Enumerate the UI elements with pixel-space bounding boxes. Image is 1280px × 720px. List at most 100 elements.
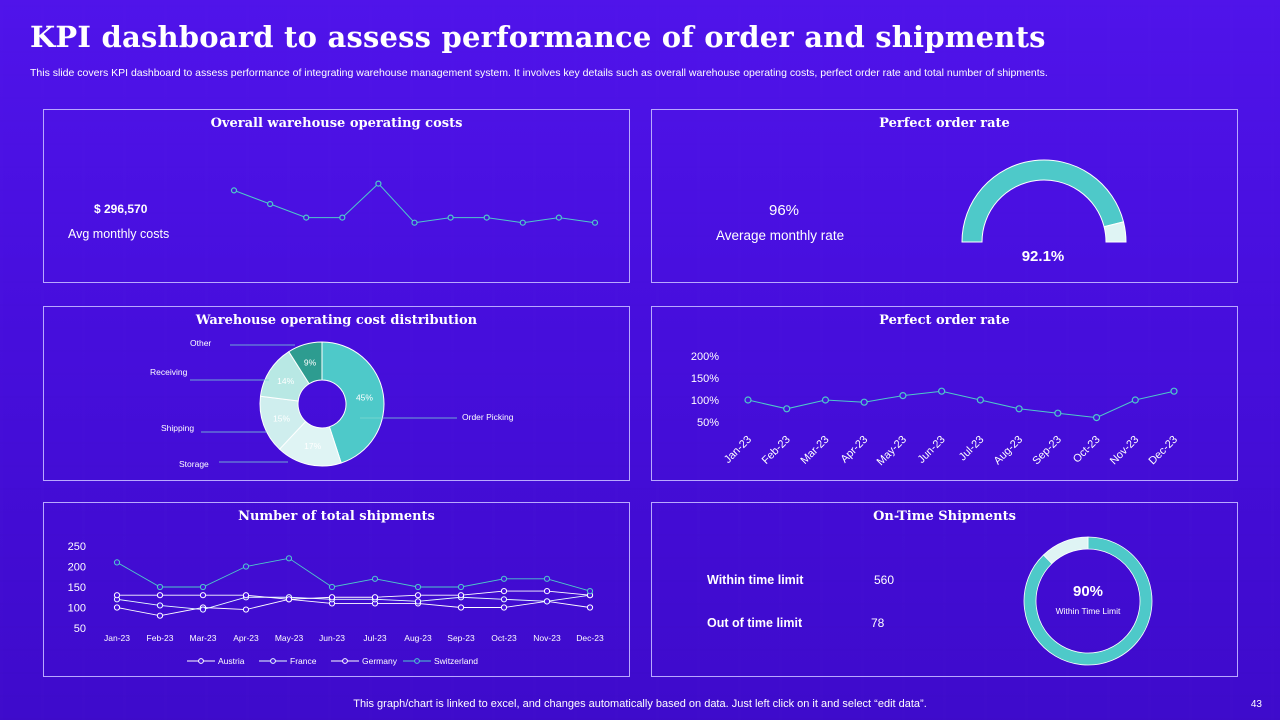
costs-point[interactable] bbox=[483, 214, 490, 221]
series-point-germany[interactable] bbox=[328, 594, 336, 601]
rate-point[interactable] bbox=[1015, 405, 1023, 413]
y-tick-label: 150 bbox=[68, 582, 86, 594]
series-point-austria[interactable] bbox=[457, 604, 465, 611]
distribution-donut-chart[interactable]: 45% Order Picking 17% Storage 15% Shipping 14%… bbox=[44, 307, 631, 482]
costs-panel[interactable]: Overall warehouse operating costs $ 296,… bbox=[43, 109, 630, 283]
series-point-germany[interactable] bbox=[113, 592, 121, 599]
series-point-austria[interactable] bbox=[242, 606, 250, 613]
rate-point[interactable] bbox=[976, 396, 984, 404]
rate-point[interactable] bbox=[1170, 387, 1178, 395]
series-point-france[interactable] bbox=[500, 596, 508, 603]
series-point-germany[interactable] bbox=[500, 588, 508, 595]
series-point-switzerland[interactable] bbox=[113, 559, 121, 566]
avg-cost-label: Avg monthly costs bbox=[68, 227, 170, 241]
series-point-austria[interactable] bbox=[500, 604, 508, 611]
series-point-germany[interactable] bbox=[414, 592, 422, 599]
series-point-switzerland[interactable] bbox=[414, 583, 422, 591]
rate-point[interactable] bbox=[938, 387, 946, 395]
series-point-germany[interactable] bbox=[457, 592, 465, 599]
series-point-germany[interactable] bbox=[543, 588, 551, 595]
distribution-panel[interactable]: Warehouse operating cost distribution 45… bbox=[43, 306, 630, 481]
costs-point[interactable] bbox=[375, 180, 382, 187]
costs-point[interactable] bbox=[339, 214, 346, 221]
series-point-germany[interactable] bbox=[242, 592, 250, 599]
series-point-austria[interactable] bbox=[156, 612, 164, 619]
rate-point[interactable] bbox=[1054, 409, 1062, 417]
series-point-switzerland[interactable] bbox=[242, 563, 250, 570]
shipments-panel-title: Number of total shipments bbox=[238, 509, 435, 524]
rate-point[interactable] bbox=[1092, 413, 1101, 422]
x-tick-label: Oct-23 bbox=[491, 633, 517, 643]
series-point-france[interactable] bbox=[414, 598, 422, 605]
slice-order-picking[interactable] bbox=[321, 341, 385, 464]
rate-point[interactable] bbox=[899, 391, 907, 400]
costs-point[interactable] bbox=[411, 219, 418, 226]
y-tick-label: 250 bbox=[68, 541, 86, 553]
rate-point[interactable] bbox=[744, 396, 752, 404]
series-point-switzerland[interactable] bbox=[371, 575, 379, 582]
category-label: Order Picking bbox=[462, 412, 514, 422]
donut-segment-out[interactable] bbox=[1042, 536, 1089, 565]
x-tick-label: May-23 bbox=[875, 434, 909, 468]
series-point-switzerland[interactable] bbox=[457, 583, 465, 591]
series-point-germany[interactable] bbox=[156, 592, 164, 599]
series-point-france[interactable] bbox=[156, 602, 164, 609]
gauge-segment-remaining[interactable] bbox=[1103, 221, 1127, 243]
category-label: Storage bbox=[179, 459, 209, 469]
legend-label: France bbox=[290, 656, 317, 666]
shipments-panel[interactable]: Number of total shipments 250 200 150 100 50… bbox=[43, 502, 630, 677]
x-tick-label: Sep-23 bbox=[1030, 434, 1064, 468]
series-point-switzerland[interactable] bbox=[543, 575, 551, 582]
page-title: KPI dashboard to assess performance of o… bbox=[30, 20, 1046, 54]
series-point-austria[interactable] bbox=[586, 604, 594, 611]
slice-other[interactable] bbox=[288, 341, 323, 385]
shipments-line-chart[interactable]: 250 200 150 100 50 Jan-23 Feb-23 Mar-23 Apr-23 Ma… bbox=[44, 503, 631, 678]
series-point-france[interactable] bbox=[199, 606, 207, 613]
legend-marker-france bbox=[270, 658, 276, 664]
x-tick-label: Jun-23 bbox=[915, 434, 947, 466]
costs-point[interactable] bbox=[555, 214, 563, 221]
rate-point[interactable] bbox=[783, 405, 791, 413]
series-point-germany[interactable] bbox=[285, 596, 293, 603]
gauge-segment-perfect[interactable] bbox=[961, 159, 1125, 243]
rate-trend-chart[interactable]: 200% 150% 100% 50%Jan-23 Feb-23 Mar-23 Apr-23 M… bbox=[652, 307, 1239, 482]
out-value: 78 bbox=[871, 616, 885, 630]
costs-point[interactable] bbox=[591, 219, 599, 226]
rate-point[interactable] bbox=[1131, 396, 1139, 404]
rate-point[interactable] bbox=[860, 398, 868, 406]
ontime-donut-label: Within Time Limit bbox=[1055, 606, 1121, 616]
series-point-austria[interactable] bbox=[113, 604, 121, 611]
series-point-switzerland[interactable] bbox=[156, 583, 164, 591]
ontime-donut-chart[interactable] bbox=[652, 503, 1239, 678]
y-tick-label: 150% bbox=[691, 373, 719, 385]
series-line-austria bbox=[116, 598, 591, 617]
slice-percent-label: 45% bbox=[356, 392, 373, 402]
series-point-germany[interactable] bbox=[371, 594, 379, 601]
series-point-switzerland[interactable] bbox=[285, 555, 293, 562]
avg-rate-value: 96% bbox=[769, 202, 800, 219]
series-point-switzerland[interactable] bbox=[199, 583, 207, 591]
rate-panel[interactable]: Perfect order rate 96% Average monthly r… bbox=[651, 109, 1238, 283]
donut-segment-within[interactable] bbox=[1023, 536, 1153, 666]
costs-point[interactable] bbox=[303, 214, 310, 221]
rate-gauge-chart[interactable] bbox=[652, 110, 1239, 284]
series-point-germany[interactable] bbox=[199, 592, 207, 599]
rate-point[interactable] bbox=[821, 396, 830, 404]
x-tick-label: Mar-23 bbox=[190, 633, 217, 643]
series-point-switzerland[interactable] bbox=[586, 588, 594, 595]
series-point-france[interactable] bbox=[543, 598, 551, 605]
rate-trend-panel[interactable]: Perfect order rate 200% 150% 100% 50% Jan-23… bbox=[651, 306, 1238, 481]
slice-percent-label: 17% bbox=[304, 441, 321, 451]
y-tick-label: 100 bbox=[68, 603, 86, 615]
series-point-switzerland[interactable] bbox=[500, 575, 508, 582]
category-label: Receiving bbox=[150, 367, 188, 377]
costs-point[interactable] bbox=[447, 214, 454, 221]
series-line-switzerland bbox=[116, 557, 591, 592]
costs-point[interactable] bbox=[230, 187, 238, 194]
costs-point[interactable] bbox=[519, 219, 526, 226]
costs-sparkline-chart[interactable] bbox=[44, 110, 631, 284]
ontime-panel[interactable]: On-Time Shipments Within time limit 560 … bbox=[651, 502, 1238, 677]
series-point-switzerland[interactable] bbox=[328, 583, 336, 591]
rate-trend-panel-title: Perfect order rate bbox=[879, 313, 1010, 328]
costs-point[interactable] bbox=[267, 200, 274, 208]
